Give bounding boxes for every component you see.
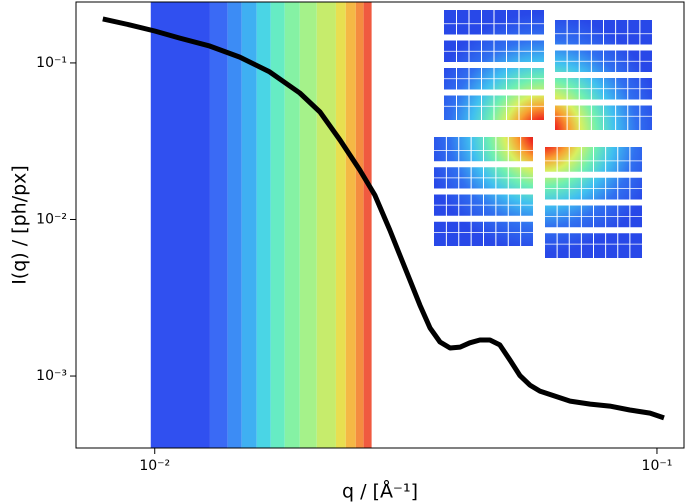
q-band <box>355 2 364 448</box>
detector-panel <box>545 147 642 258</box>
x-axis-label: q / [Å⁻¹] <box>342 480 418 503</box>
axes-frame <box>75 1 685 449</box>
x-tick-label: 10⁻¹ <box>642 458 673 474</box>
detector-panel <box>444 10 544 120</box>
q-band <box>299 2 317 448</box>
q-band <box>345 2 356 448</box>
y-tick-label: 10⁻² <box>36 211 67 227</box>
q-band <box>227 2 242 448</box>
detector-panel <box>434 137 533 246</box>
y-tick-label: 10⁻¹ <box>36 55 67 71</box>
q-band <box>284 2 300 448</box>
q-band <box>363 2 372 448</box>
q-band <box>335 2 346 448</box>
q-band <box>316 2 336 448</box>
x-tick-label: 10⁻² <box>139 458 170 474</box>
q-band <box>241 2 257 448</box>
q-band <box>256 2 271 448</box>
intensity-line <box>102 16 665 421</box>
q-band <box>150 2 210 448</box>
y-tick-label: 10⁻³ <box>36 368 67 384</box>
q-band <box>209 2 228 448</box>
y-axis-label: I(q) / [ph/px] <box>9 165 31 285</box>
q-band <box>270 2 285 448</box>
detector-panel <box>555 20 652 130</box>
